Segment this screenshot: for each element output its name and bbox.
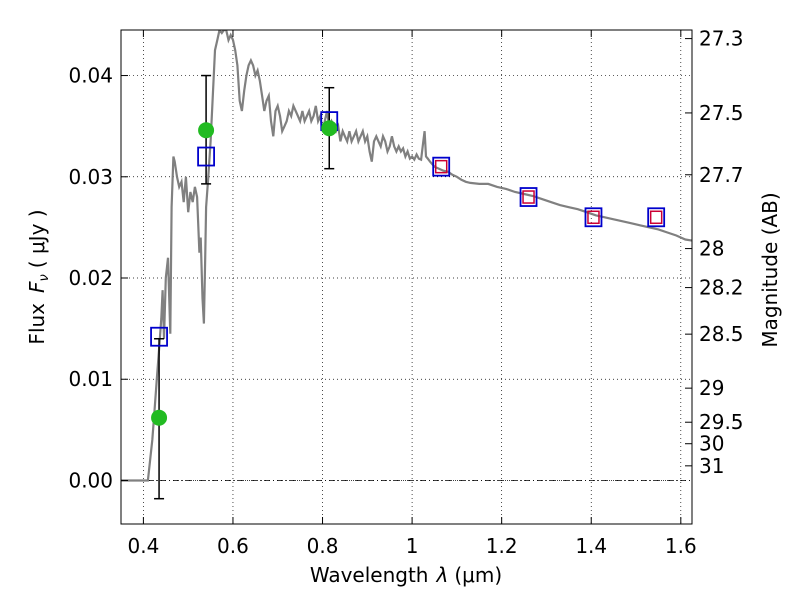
magnitude-tick-label-2: 27.7 [699, 163, 744, 187]
model-photometry-marker-6 [647, 207, 666, 228]
detection-marker-2 [321, 120, 338, 137]
y-tick-label-3: 0.03 [68, 165, 113, 189]
magnitude-tick-label-8: 30 [699, 432, 724, 456]
magnitude-tick-label-3: 28 [699, 237, 724, 261]
photometry-marker-3 [649, 210, 663, 225]
x-tick-label-2: 0.8 [307, 534, 339, 558]
y-tick-label-1: 0.01 [68, 367, 113, 391]
magnitude-tick-label-7: 29.5 [699, 410, 744, 434]
magnitude-tick-label-1: 27.5 [699, 101, 744, 125]
plot-area [121, 30, 692, 500]
x-tick-label-5: 1.4 [575, 534, 607, 558]
x-tick-label-4: 1.2 [486, 534, 518, 558]
photometry-markers [434, 159, 663, 225]
model-photometry-marker-4 [519, 187, 538, 207]
x-axis-label: Wavelength λ (μm) [310, 563, 502, 587]
photometry-marker-1 [522, 190, 535, 204]
x-tick-label-1: 0.6 [217, 534, 249, 558]
magnitude-tick-label-4: 28.2 [699, 276, 744, 300]
y-axis-label: FluxFν( μJy ) [25, 209, 52, 344]
y-tick-label-0: 0.00 [68, 468, 113, 492]
y-tick-label-4: 0.04 [68, 64, 113, 88]
model-photometry-marker-0 [150, 326, 168, 347]
x-tick-label-3: 1 [406, 534, 419, 558]
magnitude-tick-label-9: 31 [699, 454, 724, 478]
x-tick-label-0: 0.4 [127, 534, 159, 558]
detection-marker-1 [198, 122, 215, 139]
detection-markers [151, 120, 338, 426]
magnitude-tick-label-0: 27.3 [699, 27, 744, 51]
model-photometry-marker-3 [432, 156, 451, 177]
plot-frame [120, 29, 693, 525]
model-photometry-markers [150, 111, 666, 347]
y-tick-label-2: 0.02 [68, 266, 113, 290]
x-tick-label-6: 1.6 [665, 534, 697, 558]
detection-marker-0 [151, 409, 168, 426]
model-photometry-marker-5 [584, 207, 603, 228]
magnitude-axis-label: Magnitude (AB) [758, 192, 782, 347]
magnitude-tick-label-5: 28.5 [699, 322, 744, 346]
photometry-marker-0 [434, 159, 448, 174]
magnitude-tick-label-6: 29 [699, 376, 724, 400]
y-axis-ticks: 0.00 0.01 0.02 0.03 0.04 [68, 64, 128, 492]
photometry-marker-2 [587, 210, 600, 225]
x-axis-ticks: 0.4 0.6 0.8 1 1.2 1.4 1.6 [127, 30, 697, 558]
model-photometry-marker-1 [197, 146, 215, 167]
